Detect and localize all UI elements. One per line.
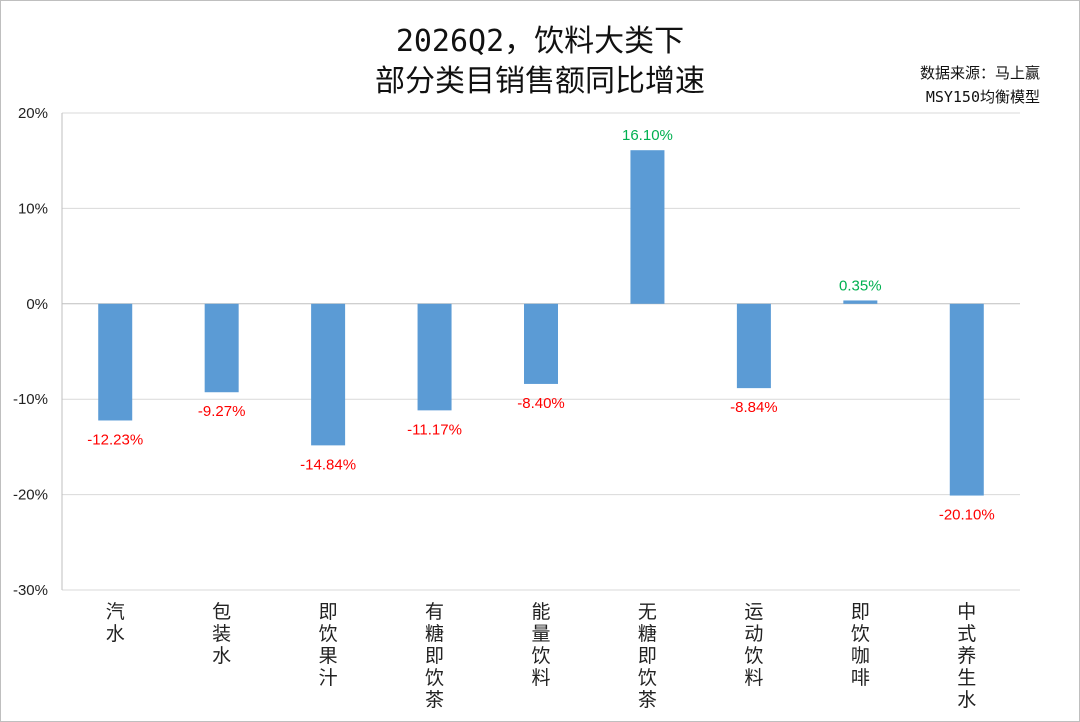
data-label: -8.84%: [730, 399, 778, 416]
data-label: -12.23%: [87, 431, 143, 448]
category-char: 中: [957, 601, 976, 623]
category-char: 养: [957, 645, 976, 667]
category-char: 水: [212, 645, 231, 667]
bar: [311, 303, 346, 446]
category-char: 式: [957, 623, 976, 645]
chart-title-line1: 2026Q2，饮料大类下: [395, 24, 685, 59]
data-label: -14.84%: [300, 456, 356, 473]
category-char: 饮: [851, 623, 870, 645]
category-char: 茶: [638, 689, 657, 711]
model-note: MSY150均衡模型: [925, 88, 1040, 106]
category-char: 有: [425, 601, 444, 623]
category-char: 即: [851, 601, 870, 623]
category-char: 即: [425, 645, 444, 667]
chart-title-line2: 部分类目销售额同比增速: [375, 64, 705, 99]
category-char: 咖: [851, 645, 870, 667]
category-char: 啡: [851, 667, 870, 689]
data-label: -11.17%: [407, 421, 462, 438]
bar: [949, 303, 984, 496]
y-tick-label: 20%: [18, 105, 48, 122]
category-char: 无: [638, 601, 657, 623]
bar: [630, 150, 665, 304]
data-label: 0.35%: [839, 277, 882, 294]
category-char: 饮: [319, 623, 338, 645]
category-char: 料: [531, 667, 550, 689]
bar: [417, 303, 452, 411]
category-char: 果: [319, 645, 338, 667]
category-char: 装: [212, 623, 231, 645]
category-char: 即: [638, 645, 657, 667]
category-char: 饮: [531, 645, 550, 667]
category-char: 动: [744, 623, 763, 645]
bar: [204, 303, 239, 393]
data-label: -20.10%: [939, 507, 995, 524]
bar: [98, 303, 133, 421]
category-char: 茶: [425, 689, 444, 711]
category-char: 生: [957, 667, 976, 689]
bar: [524, 303, 558, 384]
category-char: 汽: [106, 601, 125, 623]
y-tick-label: -20%: [13, 487, 48, 504]
category-char: 饮: [425, 667, 444, 689]
bar: [843, 300, 878, 304]
bars: [98, 150, 984, 496]
y-tick-label: 10%: [18, 200, 48, 217]
category-char: 包: [212, 601, 231, 623]
y-axis-ticks: 20% 10% 0% -10% -20% -30%: [13, 105, 48, 599]
data-label: 16.10%: [622, 127, 673, 144]
category-label: 包装水: [212, 601, 231, 667]
category-char: 能: [531, 601, 550, 623]
source-note: 数据来源：马上赢: [919, 64, 1040, 82]
category-char: 运: [744, 601, 763, 623]
category-char: 量: [531, 623, 550, 645]
y-tick-label: 0%: [26, 296, 48, 313]
category-label: 汽水: [106, 601, 125, 645]
y-tick-label: -10%: [13, 391, 48, 408]
data-label: -8.40%: [517, 395, 565, 412]
category-char: 水: [106, 623, 125, 645]
bar: [736, 303, 771, 389]
data-labels: -12.23% -9.27% -14.84% -11.17% -8.40% 16.10% -…: [87, 127, 994, 523]
category-char: 水: [957, 689, 976, 711]
category-char: 糖: [425, 623, 444, 645]
category-char: 饮: [638, 667, 657, 689]
data-label: -9.27%: [198, 403, 246, 420]
category-char: 即: [319, 601, 338, 623]
category-char: 料: [744, 667, 763, 689]
y-tick-label: -30%: [13, 582, 48, 599]
category-char: 汁: [319, 667, 338, 689]
category-char: 饮: [744, 645, 763, 667]
category-char: 糖: [638, 623, 657, 645]
